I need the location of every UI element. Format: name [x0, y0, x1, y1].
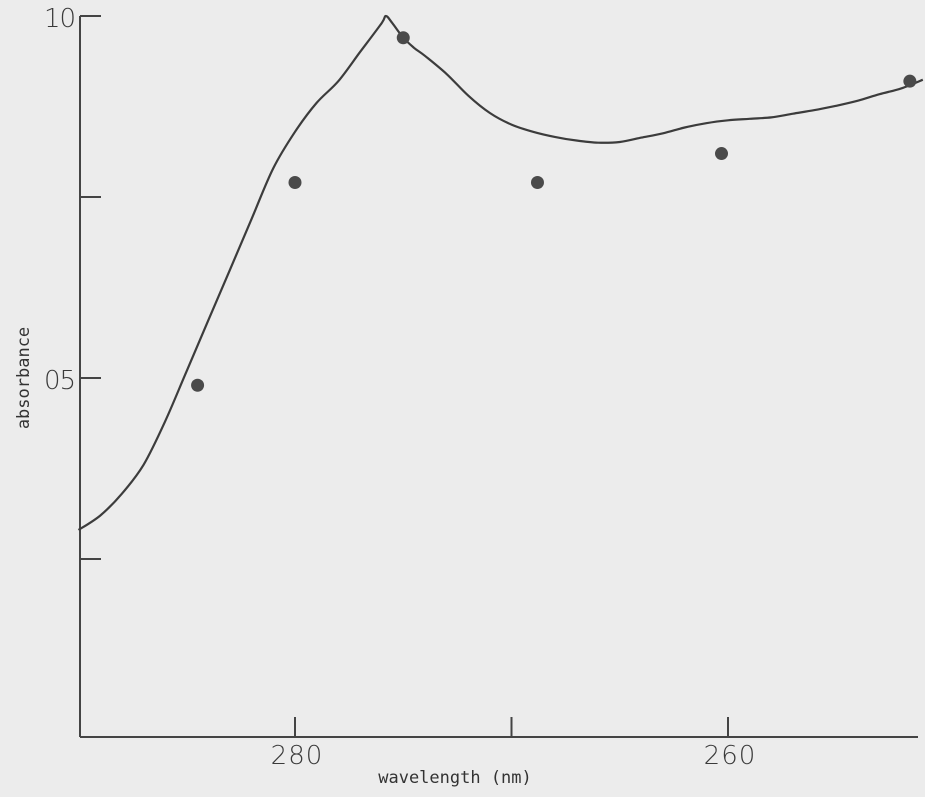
x-tick-label: 280 — [270, 741, 324, 771]
y-axis-title: absorbance — [14, 326, 34, 430]
data-point — [715, 147, 729, 161]
y-tick-label: 10 — [44, 4, 76, 34]
data-point — [191, 378, 205, 392]
y-tick-label: 05 — [44, 366, 76, 396]
x-axis-title: wavelength (nm) — [378, 768, 532, 788]
data-point — [530, 176, 544, 190]
x-tick-label: 260 — [703, 741, 757, 771]
data-point — [903, 74, 917, 88]
data-point — [396, 31, 410, 45]
absorbance-curve — [77, 14, 924, 531]
ticks — [80, 15, 729, 737]
axes — [79, 16, 918, 738]
data-point — [288, 176, 302, 190]
plot-area — [77, 14, 924, 531]
